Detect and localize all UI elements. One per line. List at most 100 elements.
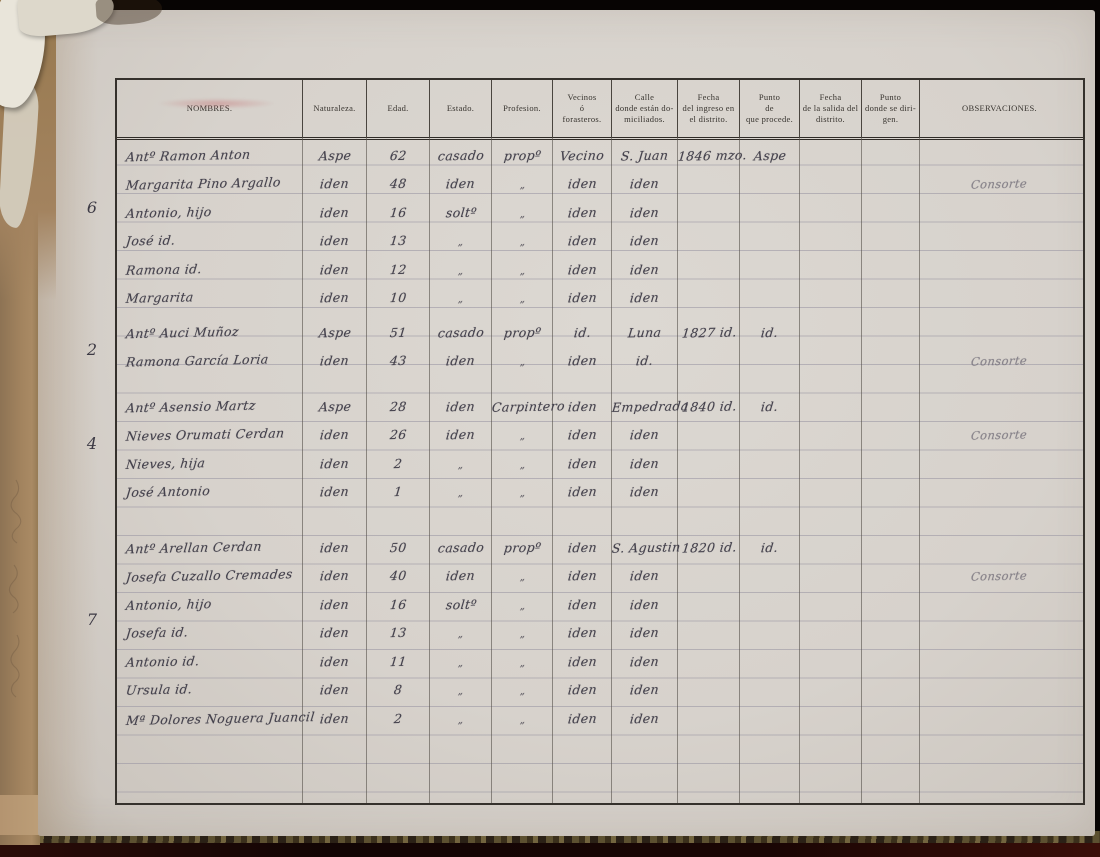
- handwritten-entry: „: [519, 236, 526, 249]
- table-row: Antº Arellan Cerdan iden 50 casado propº iden…: [117, 531, 1083, 560]
- cell-profesion: „: [492, 289, 553, 310]
- handwritten-entry: 11: [389, 653, 408, 669]
- cell-punto_procede: [740, 585, 800, 588]
- cell-naturaleza: iden: [303, 624, 367, 645]
- handwritten-entry: Consorte: [970, 176, 1029, 192]
- cell-profesion: „: [492, 624, 553, 645]
- cell-edad: 51: [367, 324, 430, 345]
- ink-bleedthrough: [157, 98, 277, 109]
- handwritten-entry: id.: [760, 324, 780, 340]
- handwritten-entry: iden: [629, 653, 661, 669]
- handwritten-entry: iden: [629, 455, 661, 471]
- cell-fecha_salida: [800, 342, 862, 345]
- cell-estado: casado: [430, 324, 492, 345]
- cell-punto_procede: id.: [740, 398, 800, 419]
- cell-calle: iden: [612, 232, 678, 253]
- cell-edad: 10: [367, 289, 430, 310]
- cell-observaciones: [920, 473, 1079, 476]
- cell-profesion: „: [492, 204, 553, 225]
- cell-profesion: „: [492, 567, 553, 588]
- cell-fecha_ingreso: [678, 193, 740, 196]
- handwritten-entry: Aspe: [318, 147, 352, 163]
- cell-vecinos: iden: [553, 596, 612, 617]
- cell-vecinos: iden: [553, 567, 612, 588]
- cell-profesion: propº: [492, 539, 553, 560]
- cell-edad: 13: [367, 624, 430, 645]
- cell-estado: „: [430, 455, 492, 476]
- handwritten-entry: propº: [503, 147, 542, 163]
- cell-punto_dirigen: [862, 370, 920, 373]
- handwritten-entry: „: [519, 571, 526, 584]
- handwritten-entry: José id.: [125, 232, 177, 249]
- handwritten-entry: propº: [503, 539, 542, 555]
- handwritten-entry: iden: [319, 596, 351, 612]
- census-table: NOMBRES.Naturaleza.Edad.Estado.Profesion…: [115, 78, 1085, 805]
- cell-fecha_ingreso: 1827 id.: [678, 324, 740, 345]
- cell-vecinos: iden: [553, 204, 612, 225]
- column-rule-calle: [612, 137, 678, 803]
- cell-estado: casado: [430, 539, 492, 560]
- handwritten-entry: Consorte: [970, 427, 1029, 443]
- handwritten-entry: „: [457, 459, 465, 471]
- header-cell-naturaleza: Naturaleza.: [303, 80, 367, 137]
- cell-observaciones: Consorte: [920, 175, 1079, 196]
- table-row: Ramona id. iden 12 „ „ iden iden: [117, 253, 1083, 282]
- cell-vecinos: iden: [553, 261, 612, 282]
- cell-punto_dirigen: [862, 342, 920, 345]
- handwritten-entry: Antº Asensio Martz: [125, 397, 257, 415]
- column-rule-edad: [367, 137, 430, 803]
- cell-vecinos: iden: [553, 175, 612, 196]
- cell-punto_procede: Aspe: [740, 147, 800, 168]
- cell-calle: iden: [612, 289, 678, 310]
- cell-calle: Empedrada: [611, 398, 689, 419]
- handwritten-entry: 51: [389, 324, 408, 340]
- handwritten-entry: 1846 mzo.: [677, 146, 748, 164]
- marginalia-handwriting: [8, 479, 22, 698]
- cell-calle: iden: [612, 710, 678, 731]
- cell-naturaleza: iden: [303, 261, 367, 282]
- cell-observaciones: [920, 307, 1079, 310]
- handwritten-entry: iden: [319, 567, 351, 584]
- column-rule-naturaleza: [303, 137, 367, 803]
- cell-punto_procede: [740, 307, 800, 310]
- cell-estado: iden: [430, 398, 492, 419]
- cell-calle: iden: [612, 567, 678, 588]
- table-row: Antº Asensio Martz Aspe 28 iden Carpintero id…: [117, 390, 1083, 419]
- handwritten-entry: iden: [629, 483, 661, 500]
- cell-punto_procede: [740, 501, 800, 504]
- table-row: Antonio, hijo iden 16 soltº „ iden iden: [117, 588, 1083, 617]
- handwritten-entry: iden: [629, 681, 661, 698]
- handwritten-entry: iden: [567, 232, 598, 249]
- handwritten-entry: iden: [567, 175, 598, 192]
- cell-nombres: Mª Dolores Noguera Juancil: [117, 709, 315, 731]
- cell-fecha_salida: [800, 557, 862, 560]
- handwritten-entry: iden: [319, 204, 351, 220]
- cell-observaciones: [920, 279, 1079, 282]
- header-cell-nombres: NOMBRES.: [117, 80, 303, 137]
- handwritten-entry: iden: [567, 426, 598, 443]
- cell-edad: 28: [367, 398, 430, 419]
- cell-naturaleza: iden: [303, 596, 367, 617]
- cell-naturaleza: Aspe: [303, 398, 367, 419]
- handwritten-entry: casado: [437, 323, 485, 341]
- handwritten-entry: 1840 id.: [680, 397, 738, 415]
- handwritten-entry: Consorte: [970, 568, 1029, 584]
- cell-estado: „: [430, 289, 492, 310]
- cell-calle: iden: [612, 426, 678, 447]
- cell-punto_procede: [740, 370, 800, 373]
- handwritten-entry: iden: [319, 539, 351, 555]
- cell-observaciones: Consorte: [920, 567, 1079, 588]
- table-row: Nieves Orumati Cerdan iden 26 iden „ iden iden…: [117, 419, 1083, 448]
- handwritten-entry: iden: [445, 426, 477, 443]
- cell-vecinos: iden: [553, 710, 612, 731]
- column-rule-punto_dirigen: [862, 137, 920, 803]
- cell-estado: „: [430, 653, 492, 674]
- cell-naturaleza: iden: [303, 175, 367, 196]
- cell-vecinos: iden: [553, 539, 612, 560]
- handwritten-entry: Carpintero: [491, 397, 566, 415]
- handwritten-entry: iden: [445, 352, 477, 369]
- cell-naturaleza: iden: [303, 455, 367, 476]
- column-rules: [117, 137, 1083, 803]
- handwritten-entry: 50: [389, 539, 408, 555]
- header-cell-vecinos: Vecinos ó forasteros.: [553, 80, 612, 137]
